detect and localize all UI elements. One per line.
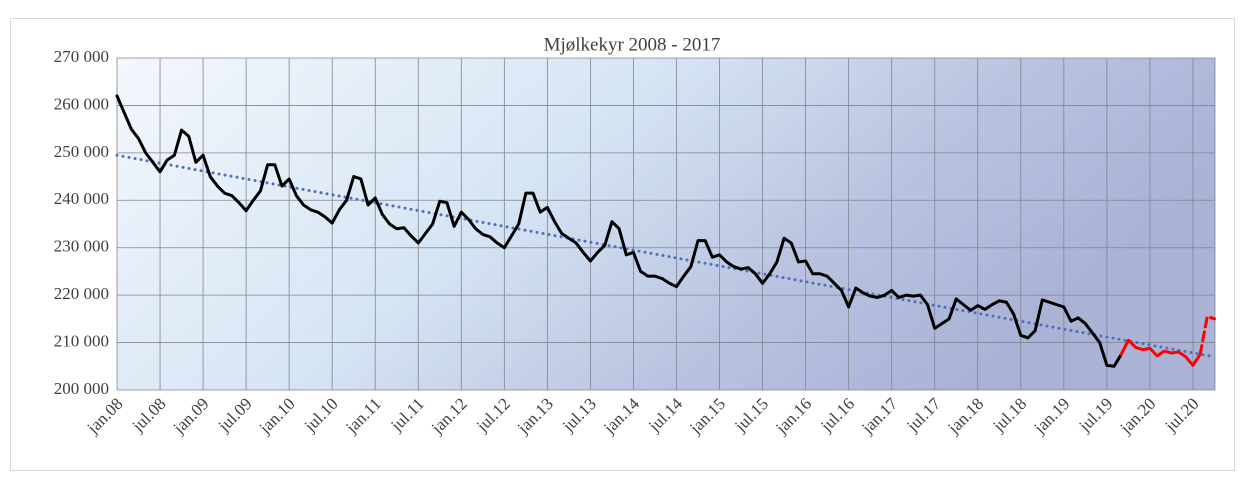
y-tick-label: 240 000 [54,189,109,208]
chart-title: Mjølkekyr 2008 - 2017 [544,34,721,55]
data-line [1198,314,1216,356]
y-tick-label: 200 000 [54,379,109,398]
y-tick-label: 250 000 [54,142,109,161]
y-tick-label: 210 000 [54,331,109,350]
plot-area [117,58,1215,390]
y-tick-label: 230 000 [54,237,109,256]
data-line [115,94,1123,368]
y-tick-label: 270 000 [54,47,109,66]
y-tick-label: 220 000 [54,284,109,303]
y-tick-label: 260 000 [54,94,109,113]
data-line [1119,338,1202,367]
